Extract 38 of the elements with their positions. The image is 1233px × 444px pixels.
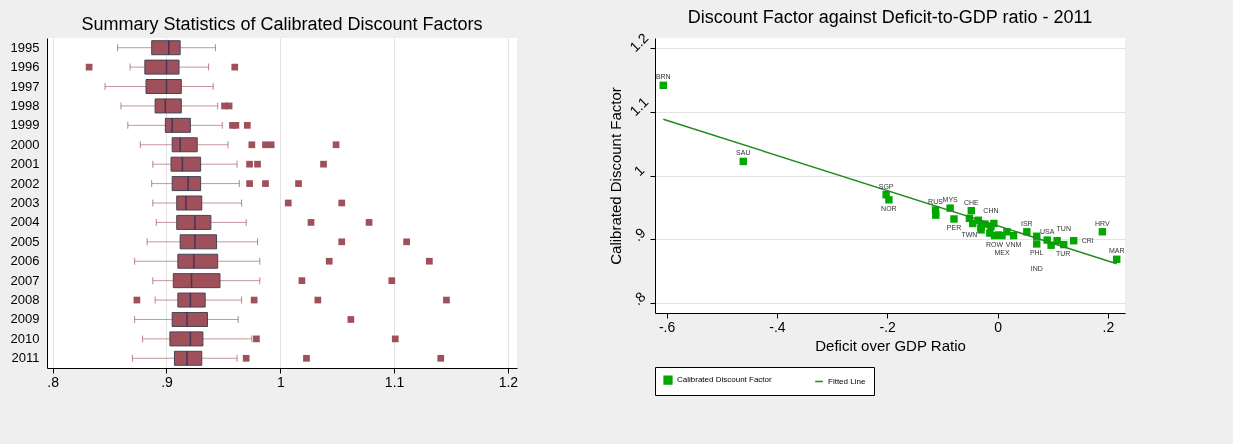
- y-tick-label: 2008: [10, 292, 40, 308]
- y-tick-label: 2007: [10, 272, 40, 288]
- x-tick-label: -.6: [658, 318, 676, 335]
- x-tick-label: 1.2: [498, 373, 519, 390]
- x-tick-label: 0: [994, 318, 1003, 335]
- y-tick-label: 2005: [10, 233, 40, 249]
- x-tick-label: 1.1: [384, 373, 405, 390]
- y-tick-label: 2011: [11, 350, 40, 366]
- y-tick-label: 1: [630, 161, 648, 179]
- y-tick-label: 2001: [10, 156, 40, 172]
- y-tick-label: .8: [629, 288, 649, 309]
- y-tick-label: 1.1: [626, 93, 652, 119]
- y-tick-label: 2010: [10, 330, 40, 346]
- y-tick-label: .9: [629, 224, 649, 245]
- y-tick-label: 1.2: [626, 29, 652, 55]
- x-tick-label: .8: [47, 373, 60, 390]
- y-tick-label: 1997: [10, 78, 40, 94]
- y-tick-label: 2009: [10, 311, 40, 327]
- y-tick-label: 2003: [10, 195, 40, 210]
- x-tick-label: -.2: [879, 318, 897, 335]
- chart-title: Summary Statistics of Calibrated Discount Factors: [81, 14, 483, 34]
- legend-label: Calibrated Discount Factor: [677, 375, 773, 385]
- y-tick-label: 1998: [10, 97, 40, 113]
- y-axis-title: Calibrated Discount Factor: [606, 87, 624, 265]
- x-axis-title: Deficit over GDP Ratio: [815, 336, 966, 354]
- y-tick-label: 1999: [10, 117, 40, 133]
- y-tick-label: 2004: [10, 214, 40, 230]
- x-tick-label: -.4: [769, 318, 786, 335]
- y-tick-label: 2000: [10, 136, 40, 152]
- y-tick-label: 1995: [10, 39, 40, 55]
- y-tick-label: 1996: [10, 59, 40, 75]
- x-tick-label: .2: [1102, 318, 1115, 335]
- y-tick-label: 2006: [10, 253, 40, 269]
- y-tick-label: 2002: [10, 175, 40, 191]
- chart-title: Discount Factor against Deficit-to-GDP ratio - 2011: [687, 6, 1093, 27]
- x-tick-label: 1: [276, 373, 285, 390]
- legend-label: Fitted Line: [828, 376, 866, 386]
- x-tick-label: .9: [161, 373, 174, 390]
